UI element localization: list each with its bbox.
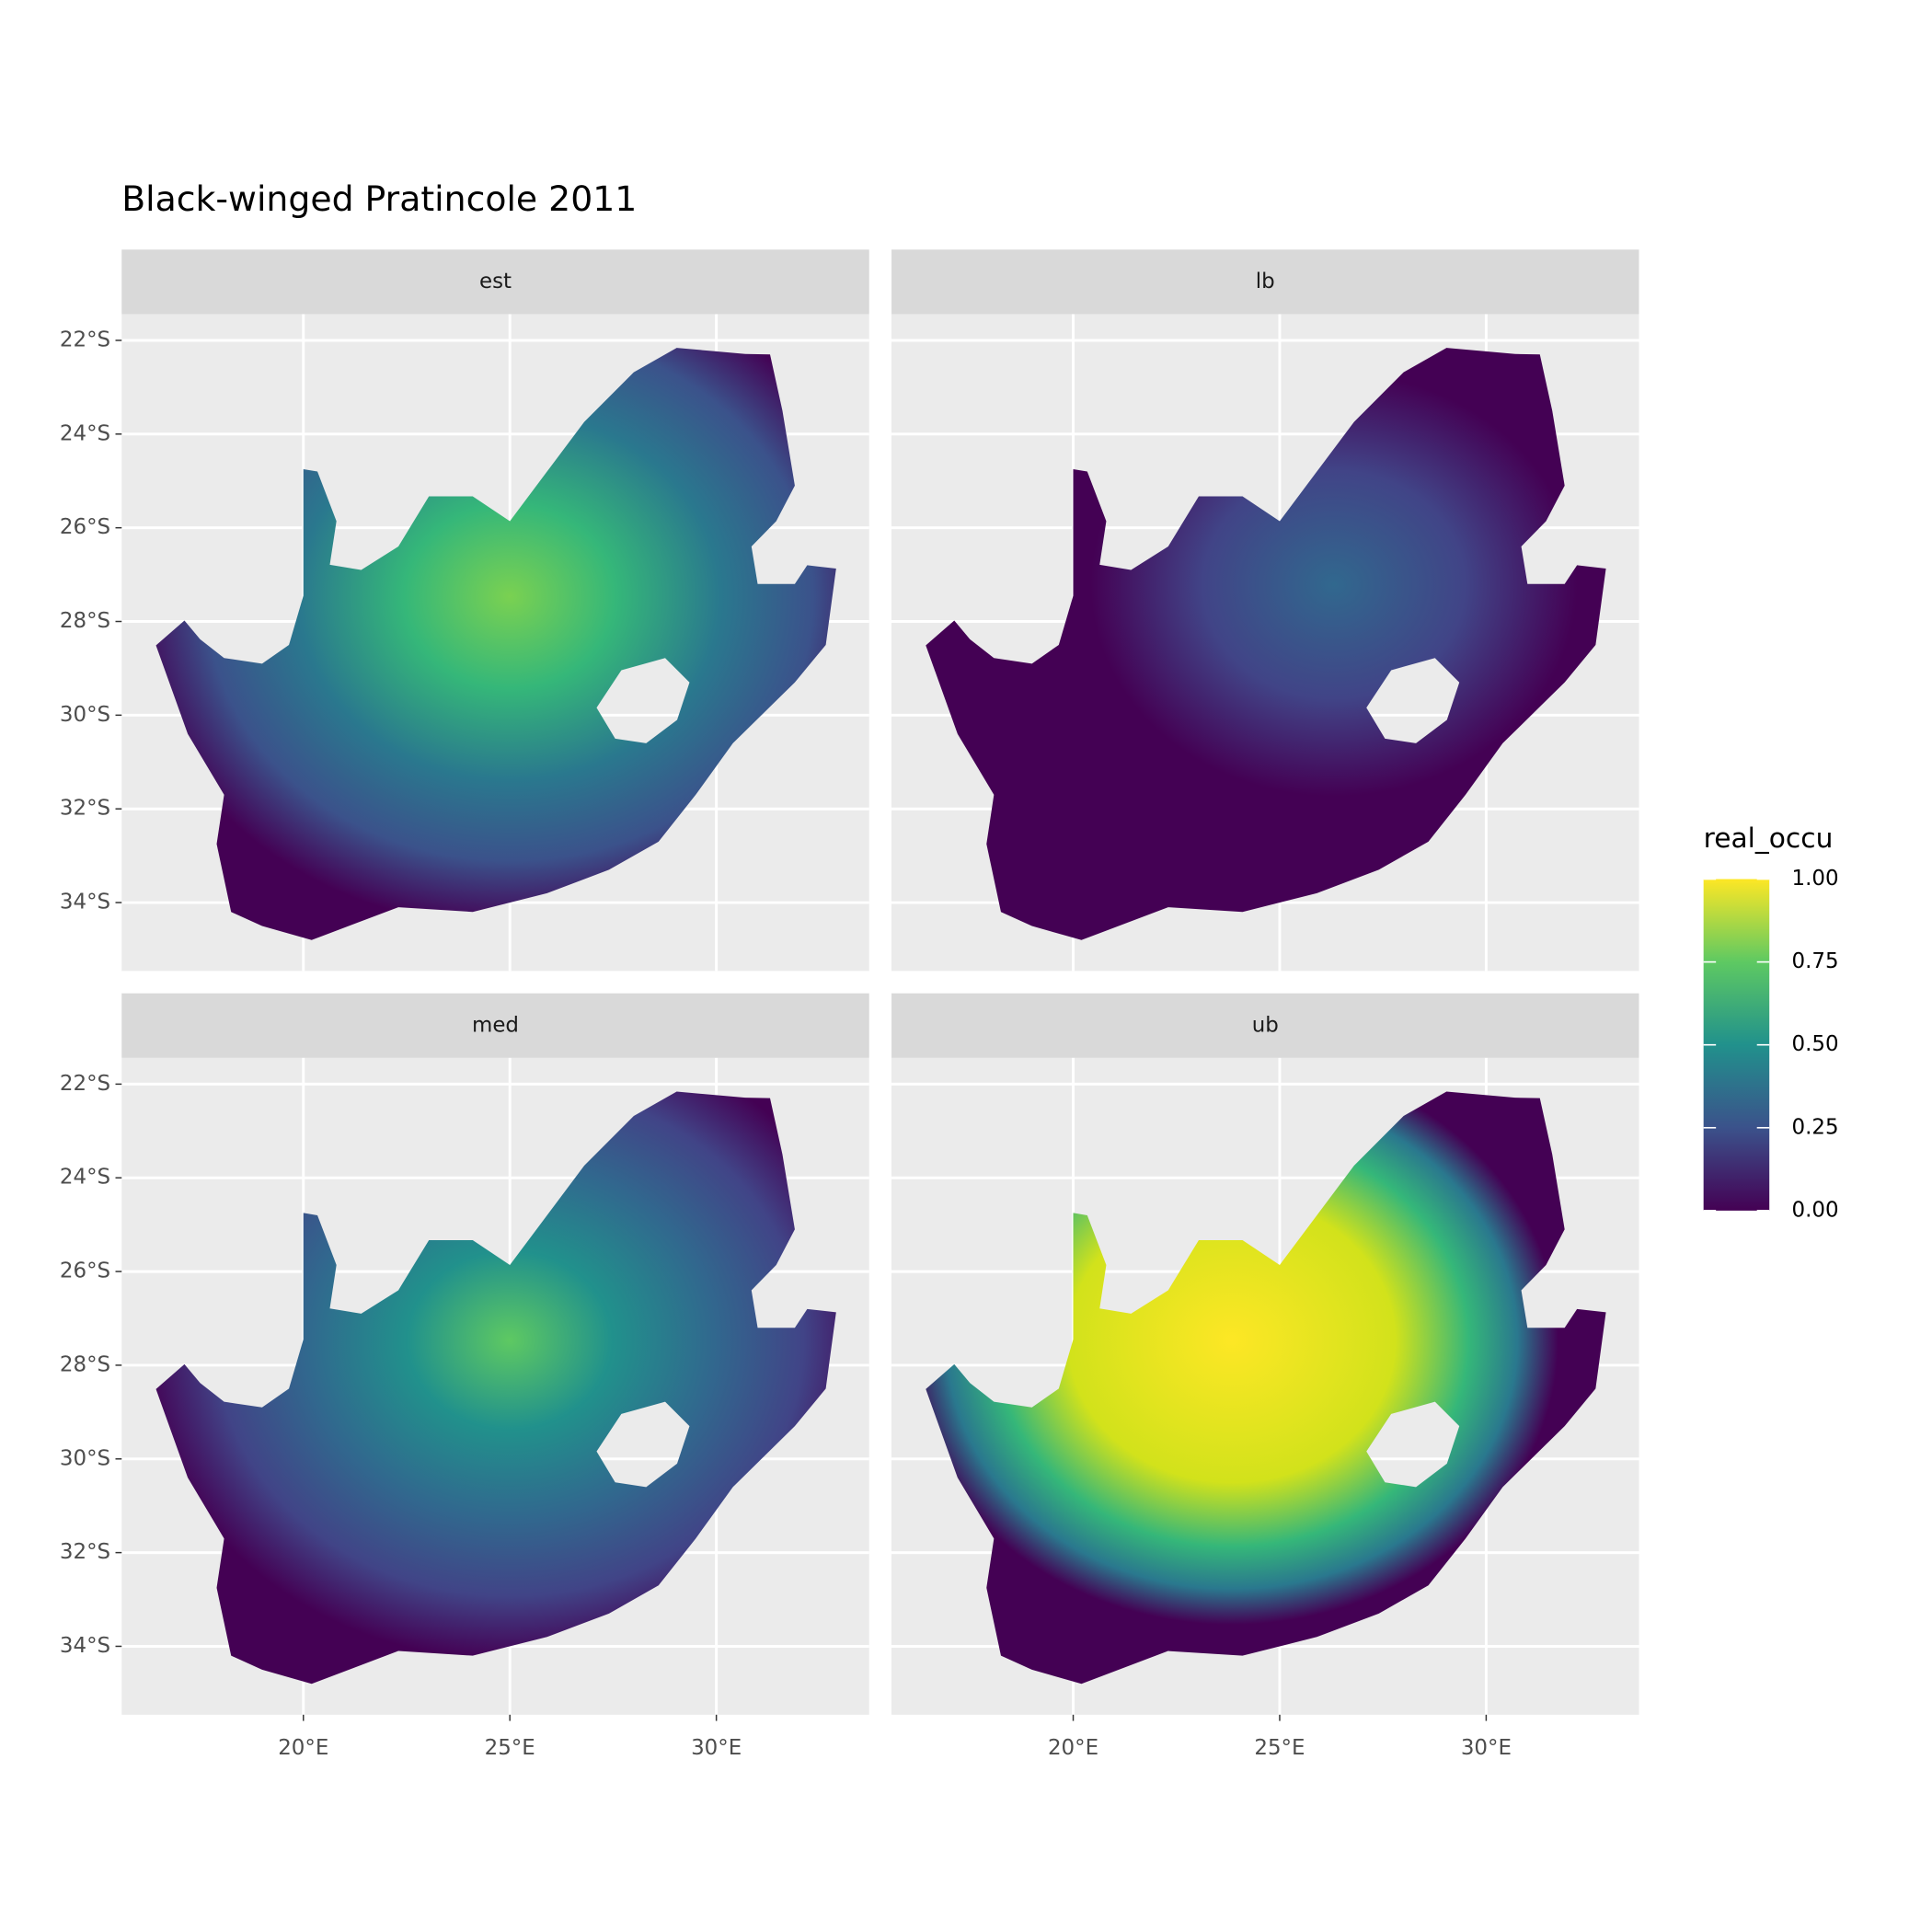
y-tick-label: 26°S — [60, 515, 110, 539]
legend-tick-label: 0.75 — [1791, 949, 1838, 973]
y-tick-label: 32°S — [60, 1540, 110, 1564]
x-tick-label: 30°E — [1461, 1736, 1512, 1760]
y-tick-label: 30°S — [60, 1446, 110, 1470]
facet-label: est — [479, 270, 512, 293]
x-tick-label: 30°E — [691, 1736, 742, 1760]
facet-strip — [891, 249, 1639, 315]
legend-title: real_occu — [1704, 822, 1834, 855]
facet-strip — [121, 993, 869, 1058]
facet-label: med — [472, 1013, 519, 1037]
facet-strip — [891, 993, 1639, 1058]
x-tick-label: 25°E — [1254, 1736, 1305, 1760]
facet-strip — [121, 249, 869, 315]
y-tick-label: 26°S — [60, 1259, 110, 1283]
y-tick-label: 34°S — [60, 891, 110, 914]
y-tick-label: 24°S — [60, 421, 110, 445]
y-tick-label: 34°S — [60, 1634, 110, 1658]
facet-label: lb — [1256, 270, 1275, 293]
legend-tick-label: 0.25 — [1791, 1115, 1838, 1139]
x-tick-label: 20°E — [278, 1736, 328, 1760]
x-tick-label: 20°E — [1048, 1736, 1098, 1760]
y-tick-label: 24°S — [60, 1166, 110, 1190]
facet-label: ub — [1252, 1013, 1279, 1037]
y-tick-label: 32°S — [60, 797, 110, 821]
y-tick-label: 22°S — [60, 328, 110, 351]
chart-title: Black-winged Pratincole 2011 — [121, 178, 637, 219]
legend-tick-label: 0.50 — [1791, 1032, 1838, 1056]
legend-tick-label: 0.00 — [1791, 1198, 1838, 1222]
y-tick-label: 28°S — [60, 609, 110, 633]
y-tick-label: 22°S — [60, 1072, 110, 1096]
legend-tick-label: 1.00 — [1791, 867, 1838, 891]
x-tick-label: 25°E — [485, 1736, 535, 1760]
y-tick-label: 28°S — [60, 1352, 110, 1376]
y-tick-label: 30°S — [60, 703, 110, 727]
